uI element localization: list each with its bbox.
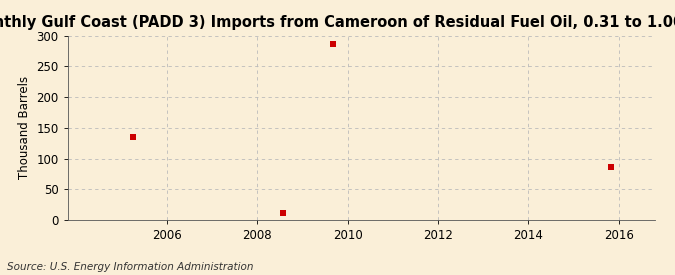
Y-axis label: Thousand Barrels: Thousand Barrels: [18, 76, 30, 180]
Text: Source: U.S. Energy Information Administration: Source: U.S. Energy Information Administ…: [7, 262, 253, 272]
Point: [278, 210, 289, 215]
Point: [327, 42, 338, 46]
Point: [605, 165, 616, 169]
Title: Monthly Gulf Coast (PADD 3) Imports from Cameroon of Residual Fuel Oil, 0.31 to : Monthly Gulf Coast (PADD 3) Imports from…: [0, 15, 675, 31]
Point: [128, 135, 138, 139]
